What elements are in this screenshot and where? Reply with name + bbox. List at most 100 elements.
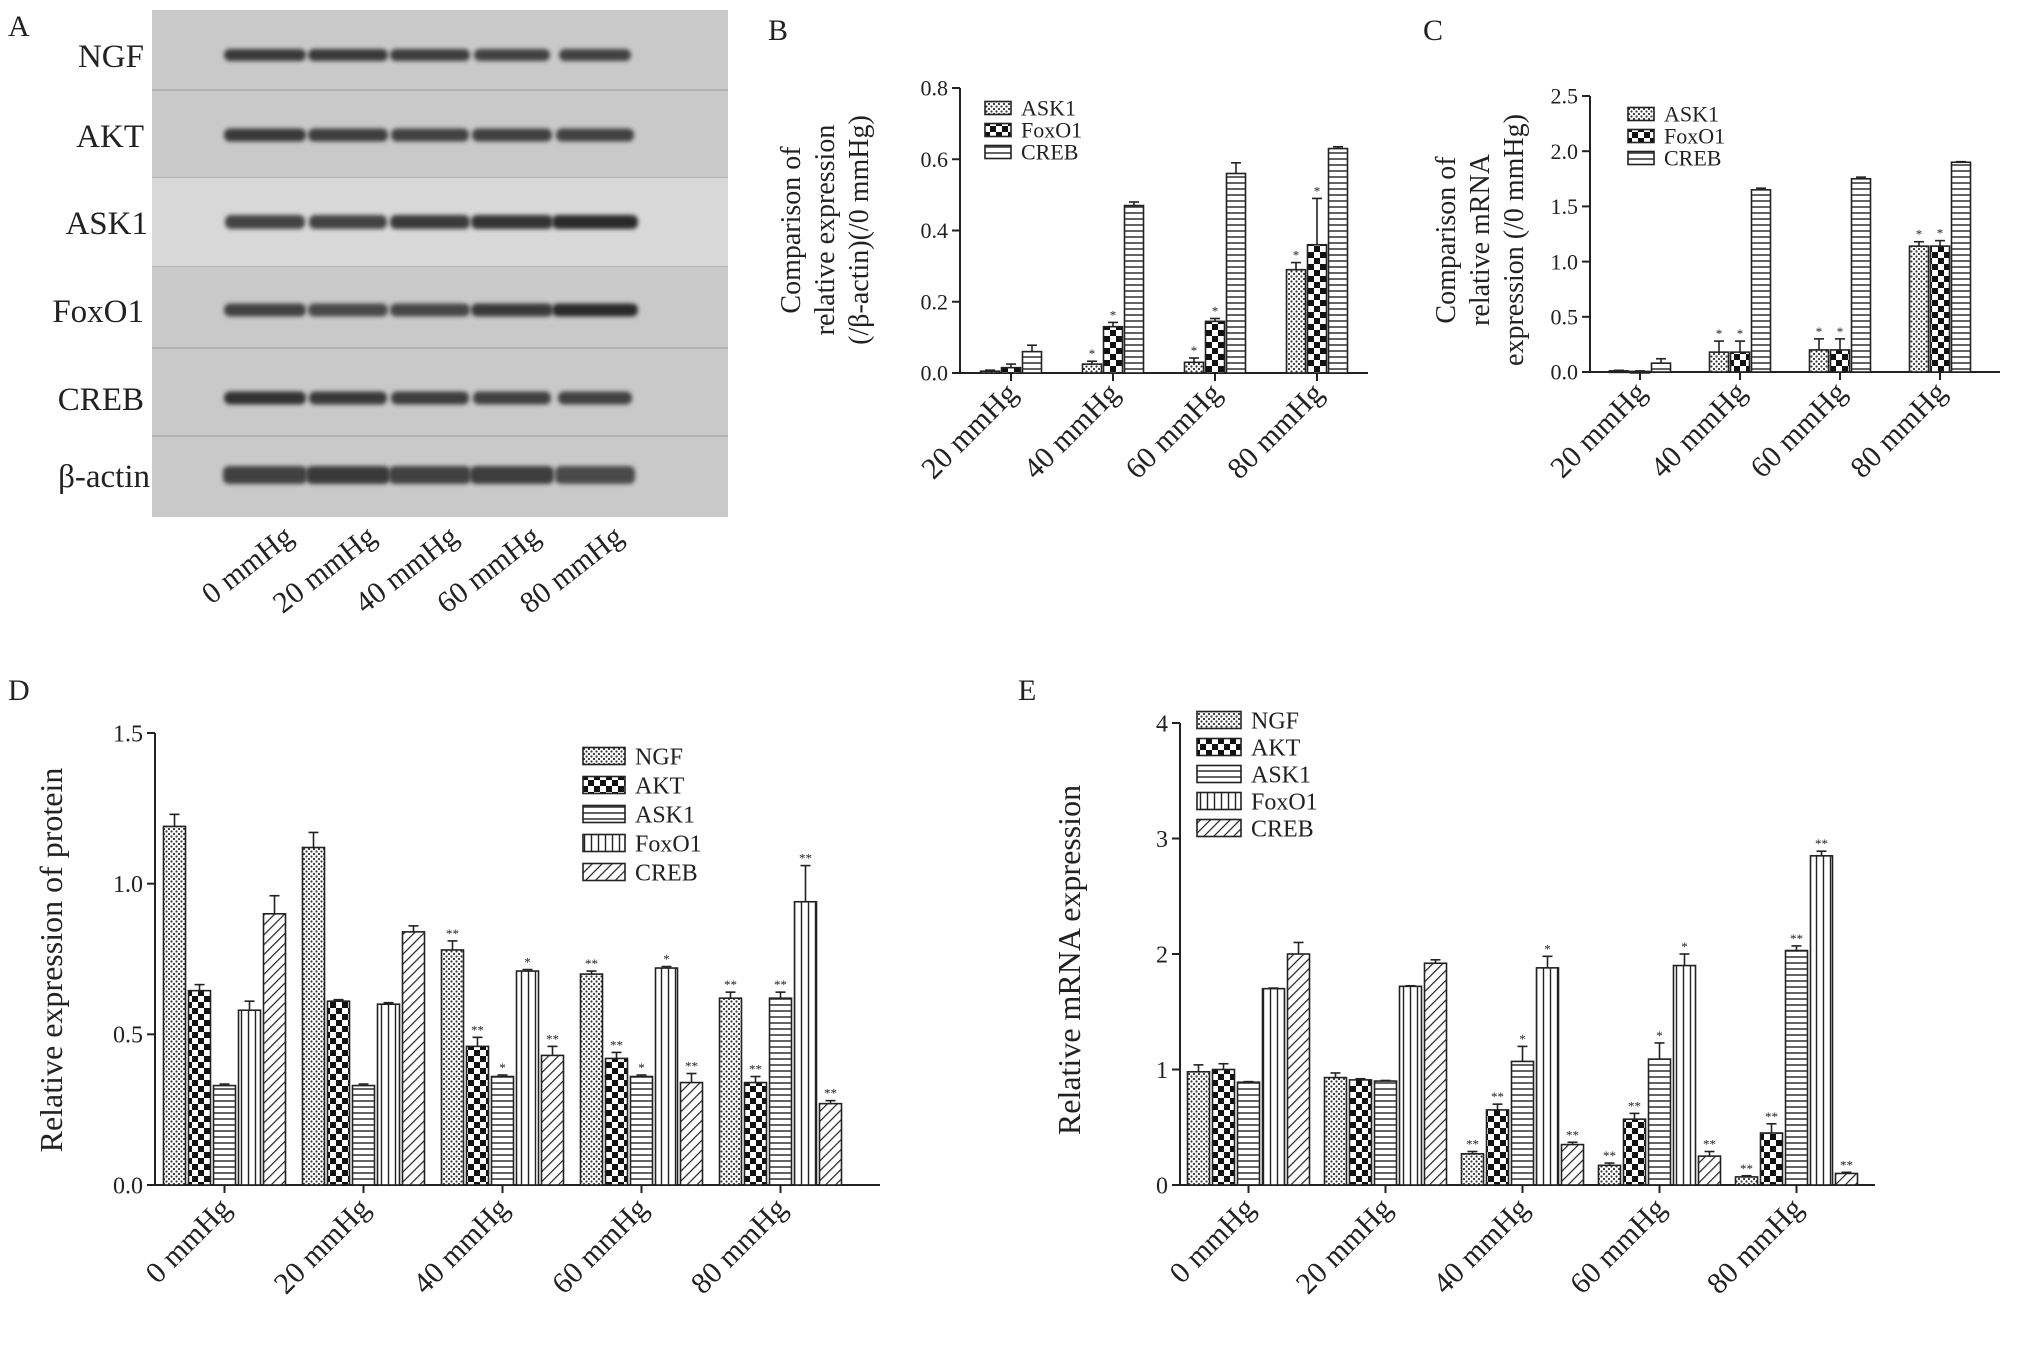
legend-swatch: [984, 100, 1012, 116]
x-tick-label: 20 mmHg: [1290, 1192, 1399, 1301]
significance-marker: **: [1740, 1161, 1753, 1176]
legend-swatch: [1196, 764, 1242, 784]
blot-band: [225, 215, 305, 229]
y-tick-label: 2: [1156, 942, 1168, 968]
bar-akt: [1211, 1068, 1236, 1186]
bar-creb: [1750, 189, 1772, 373]
panel-label-e: E: [1018, 674, 1036, 707]
panel-d: D 0.0 0.5 1.0 1.5 Relative expression of pro…: [8, 674, 880, 1300]
legend-label: FoxO1: [1251, 789, 1318, 815]
significance-marker: *: [1191, 343, 1198, 358]
legend-swatch: [582, 775, 626, 795]
blot-band: [391, 391, 469, 405]
chart-d: 0.0 0.5 1.0 1.5 Relative expression of prote…: [33, 721, 880, 1300]
legend-label: ASK1: [1021, 96, 1076, 121]
y-axis-label: Comparison of: [1431, 156, 1462, 324]
blot-band: [224, 303, 306, 317]
legend-label: CREB: [635, 860, 698, 886]
bar-foxo1: [1102, 325, 1124, 374]
bar-foxo1: [654, 967, 679, 1186]
bar-creb: [679, 1081, 704, 1186]
bar-ngf: [1323, 1076, 1348, 1186]
blot-band: [306, 466, 390, 484]
bar-ngf: [718, 997, 743, 1186]
x-tick-label: 60 mmHg: [546, 1192, 655, 1301]
blot-band: [224, 49, 306, 61]
x-tick-label: 20 mmHg: [268, 1192, 377, 1301]
y-tick-label: 0.4: [921, 218, 949, 243]
blot-row-label: CREB: [58, 382, 144, 418]
significance-marker: **: [610, 1037, 623, 1052]
significance-marker: *: [1212, 303, 1219, 318]
significance-marker: *: [499, 1060, 506, 1075]
chart-e: 0 1 2 3 4 Relative mRNA expression 0 mmHg 20 mm…: [1051, 708, 1875, 1300]
blot-band: [474, 49, 550, 61]
blot-band: [223, 466, 307, 484]
significance-marker: *: [1681, 939, 1688, 954]
bar-akt: [1485, 1109, 1510, 1186]
panel-c: C 0.0 0.5 1.0 1.5 2.0 2.5 Comparison of relativ…: [1423, 14, 2000, 484]
significance-marker: **: [799, 851, 812, 866]
blot-band: [309, 391, 387, 405]
blot-row-labels: NGF AKT ASK1 FoxO1 CREB β-actin: [52, 39, 150, 495]
y-tick-label: 2.5: [1551, 84, 1579, 109]
significance-marker: *: [1314, 183, 1321, 198]
legend-swatch: [1196, 791, 1242, 811]
legend-label: AKT: [1251, 735, 1301, 761]
legend-swatch: [984, 122, 1012, 138]
bar-ask1: [212, 1084, 237, 1186]
y-tick-label: 1.0: [1551, 249, 1579, 274]
bar-akt: [326, 1000, 351, 1186]
significance-marker: **: [1840, 1157, 1853, 1172]
bar-ngf: [1186, 1071, 1211, 1186]
x-tick-label: 60 mmHg: [1119, 377, 1228, 486]
significance-marker: **: [724, 977, 737, 992]
bar-akt: [465, 1045, 490, 1186]
y-tick-label: 1.0: [113, 872, 143, 898]
x-tick-label: 0 mmHg: [139, 1192, 237, 1290]
x-tick-label: 60 mmHg: [1564, 1192, 1673, 1301]
blot-row-label: ASK1: [65, 206, 148, 242]
significance-marker: **: [1628, 1098, 1641, 1113]
significance-marker: *: [1519, 1031, 1526, 1046]
bar-foxo1: [1809, 855, 1834, 1186]
significance-marker: *: [1293, 248, 1300, 263]
blot-band: [558, 391, 632, 405]
y-tick-label: 2.0: [1551, 139, 1579, 164]
y-axis-label: expression (/0 mmHg): [1499, 114, 1530, 366]
significance-marker: *: [663, 952, 670, 967]
significance-marker: **: [774, 977, 787, 992]
panel-label-a: A: [8, 10, 30, 43]
bar-foxo1: [1000, 366, 1022, 374]
y-tick-label: 0.8: [921, 76, 949, 101]
significance-marker: **: [824, 1086, 837, 1101]
y-tick-label: 0.5: [113, 1023, 143, 1049]
significance-marker: *: [638, 1060, 645, 1075]
x-tick-label: 20 mmHg: [915, 377, 1024, 486]
legend-swatch: [1196, 710, 1242, 730]
blot-band: [555, 466, 635, 484]
x-tick-label: 0 mmHg: [1163, 1192, 1261, 1290]
significance-marker: *: [1544, 941, 1551, 956]
legend-swatch: [984, 144, 1012, 160]
panel-label-c: C: [1423, 14, 1443, 47]
blot-bands: [223, 49, 638, 484]
legend-label: CREB: [1021, 140, 1078, 165]
bar-ask1: [1908, 245, 1930, 373]
y-axis-label: relative mRNA: [1465, 153, 1496, 326]
legend-swatch: [582, 746, 626, 766]
legend-label: ASK1: [1664, 102, 1719, 127]
y-axis-label: Relative mRNA expression: [1051, 785, 1087, 1135]
bar-foxo1: [793, 900, 818, 1186]
blot-band: [391, 128, 469, 142]
bar-creb: [401, 931, 426, 1186]
x-tick-label: 40 mmHg: [1427, 1192, 1536, 1301]
legend-label: ASK1: [1251, 762, 1311, 788]
significance-marker: **: [546, 1031, 559, 1046]
blot-band: [471, 215, 553, 229]
y-tick-label: 0.6: [921, 147, 949, 172]
bar-akt: [1622, 1118, 1647, 1186]
bar-akt: [604, 1057, 629, 1186]
